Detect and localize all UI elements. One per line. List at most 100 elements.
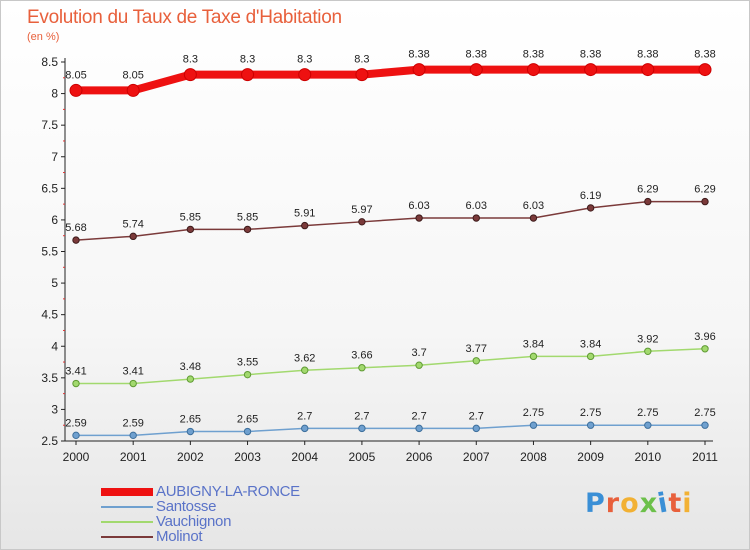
x-tick-label: 2002 bbox=[177, 450, 204, 464]
data-label: 2.59 bbox=[65, 417, 86, 429]
data-point bbox=[469, 63, 483, 77]
data-label: 5.85 bbox=[180, 211, 201, 223]
data-point bbox=[358, 364, 366, 372]
proxiti-logo: Proxiti bbox=[585, 487, 693, 519]
y-tick-label: 5.5 bbox=[41, 245, 58, 259]
data-label: 8.3 bbox=[354, 54, 369, 66]
x-tick-label: 2004 bbox=[291, 450, 318, 464]
data-point bbox=[644, 197, 652, 206]
y-tick-label: 4.5 bbox=[41, 308, 58, 322]
data-point bbox=[72, 236, 80, 244]
series-line bbox=[75, 424, 706, 437]
data-label: 3.41 bbox=[65, 366, 86, 378]
x-tick-label: 2007 bbox=[463, 450, 490, 464]
data-label: 3.41 bbox=[122, 366, 143, 378]
data-label: 6.29 bbox=[694, 184, 715, 196]
series-vauchignon: 3.41 3.41 3.48 3.55 3.62 3.66 3.7 3.77 3.84 3.84 3… bbox=[65, 331, 716, 388]
data-point bbox=[698, 63, 712, 77]
y-tick-label: 8.5 bbox=[41, 55, 58, 69]
y-tick-label: 3 bbox=[51, 402, 58, 416]
data-label: 2.7 bbox=[297, 410, 312, 422]
data-point bbox=[186, 225, 195, 234]
data-point bbox=[586, 204, 595, 212]
data-point bbox=[301, 366, 309, 374]
data-point bbox=[641, 63, 655, 77]
data-point bbox=[529, 214, 538, 222]
data-point bbox=[701, 345, 709, 353]
data-label: 3.84 bbox=[580, 338, 601, 350]
y-tick-label: 4 bbox=[51, 339, 58, 353]
data-label: 5.85 bbox=[237, 211, 258, 223]
logo-letter: x bbox=[639, 488, 659, 519]
data-point bbox=[586, 352, 595, 361]
y-tick-label: 3.5 bbox=[41, 371, 58, 385]
data-point bbox=[72, 379, 80, 388]
legend-swatch bbox=[101, 506, 153, 508]
data-label: 3.92 bbox=[637, 333, 658, 345]
logo-letter: P bbox=[585, 488, 606, 519]
data-point bbox=[129, 232, 137, 241]
logo-letter: r bbox=[605, 488, 621, 519]
x-tick-label: 2005 bbox=[349, 450, 376, 464]
data-label: 8.05 bbox=[122, 69, 143, 81]
data-point bbox=[298, 68, 312, 82]
data-label: 8.38 bbox=[466, 49, 487, 61]
data-point bbox=[129, 379, 137, 388]
y-tick-label: 8 bbox=[51, 87, 58, 101]
data-label: 3.48 bbox=[180, 361, 201, 373]
legend-label: AUBIGNY-LA-RONCE bbox=[156, 483, 300, 500]
x-tick-label: 2006 bbox=[406, 450, 433, 464]
legend-label: Vauchignon bbox=[156, 513, 232, 530]
x-tick-label: 2010 bbox=[634, 450, 661, 464]
data-point bbox=[415, 424, 423, 433]
data-point bbox=[586, 421, 595, 429]
data-label: 8.38 bbox=[408, 49, 429, 61]
data-label: 3.96 bbox=[694, 331, 715, 343]
data-point bbox=[472, 214, 480, 222]
y-tick-label: 6 bbox=[51, 213, 58, 227]
y-tick-label: 2.5 bbox=[41, 434, 58, 448]
data-point bbox=[701, 421, 709, 429]
data-label: 5.74 bbox=[122, 218, 143, 230]
data-label: 8.05 bbox=[65, 69, 86, 81]
x-tick-label: 2008 bbox=[520, 450, 547, 464]
data-label: 3.55 bbox=[237, 357, 258, 369]
data-label: 6.29 bbox=[637, 184, 658, 196]
legend-swatch bbox=[101, 488, 153, 496]
x-tick-label: 2009 bbox=[577, 450, 604, 464]
data-label: 2.65 bbox=[180, 414, 201, 426]
legend-label: Santosse bbox=[156, 498, 217, 515]
legend-swatch bbox=[101, 521, 153, 523]
data-label: 2.65 bbox=[237, 414, 258, 426]
data-point bbox=[358, 424, 366, 433]
data-label: 6.03 bbox=[523, 200, 544, 212]
legend-swatch bbox=[101, 536, 153, 538]
data-point bbox=[415, 214, 423, 222]
data-point bbox=[301, 221, 309, 230]
data-label: 2.59 bbox=[122, 417, 143, 429]
data-label: 3.84 bbox=[523, 338, 544, 350]
series-santosse: 2.59 2.59 2.65 2.65 2.7 2.7 2.7 2.7 2.75 2.75 2.75… bbox=[65, 407, 716, 440]
data-point bbox=[415, 361, 423, 369]
data-label: 8.38 bbox=[694, 49, 715, 61]
data-point bbox=[301, 424, 309, 433]
logo-letter: o bbox=[620, 488, 640, 519]
data-label: 2.75 bbox=[637, 407, 658, 419]
data-point bbox=[72, 431, 80, 440]
data-label: 2.75 bbox=[694, 407, 715, 419]
data-label: 2.7 bbox=[469, 410, 484, 422]
data-point bbox=[472, 424, 480, 433]
logo-letter: t bbox=[668, 488, 683, 519]
data-point bbox=[358, 218, 366, 226]
series-molinot: 5.68 5.74 5.85 5.85 5.91 5.97 6.03 6.03 6.03 6.19… bbox=[65, 184, 716, 244]
y-tick-label: 5 bbox=[51, 276, 58, 290]
series-line bbox=[75, 348, 706, 385]
y-tick-label: 6.5 bbox=[41, 181, 58, 195]
data-point bbox=[243, 427, 252, 436]
data-point bbox=[526, 63, 540, 77]
data-point bbox=[584, 63, 598, 77]
data-label: 8.3 bbox=[240, 54, 255, 66]
data-label: 2.7 bbox=[354, 410, 369, 422]
